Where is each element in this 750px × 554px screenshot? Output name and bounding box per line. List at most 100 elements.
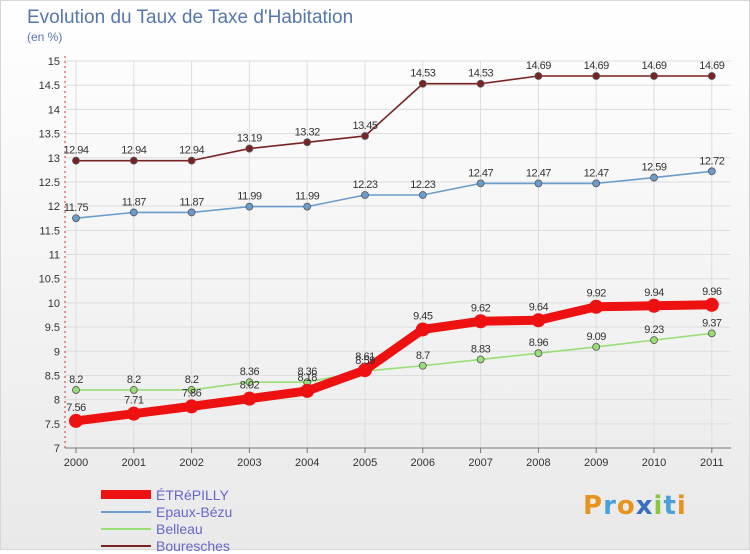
data-point-e-tre-pilly [473,314,488,329]
data-label: 7.86 [182,387,202,399]
data-point-epaux-be-zu [650,173,658,182]
data-label: 14.69 [584,60,609,72]
data-point-bouresches [592,72,601,80]
data-label: 8.61 [355,351,375,363]
y-tick-label: 8.5 [45,370,60,382]
data-point-bouresches [418,79,427,88]
data-point-bouresches [129,156,138,165]
legend-label: Bouresches [156,537,230,554]
data-label: 12.94 [63,145,88,157]
y-tick-label: 12 [48,201,60,213]
data-point-epaux-be-zu [187,208,196,217]
data-label: 8.02 [240,380,260,392]
x-tick-label: 2003 [237,457,261,469]
data-point-belleau [592,342,601,351]
data-point-belleau [187,386,196,394]
data-point-belleau [534,349,543,358]
logo-letter: o [616,491,636,521]
data-label: 13.19 [237,133,262,145]
data-point-epaux-be-zu [303,202,312,211]
y-tick-label: 13.5 [39,129,60,141]
x-tick-label: 2008 [526,457,550,469]
legend-label: Epaux-Bézu [156,503,233,520]
data-label: 7.56 [66,402,86,414]
legend-label: Belleau [156,520,203,537]
data-label: 9.09 [586,331,606,343]
x-tick-label: 2005 [353,457,377,469]
legend-swatch [101,510,151,513]
data-label: 11.87 [179,196,204,208]
chart-legend: ÉTRéPILLY Epaux-Bézu Belleau Bouresches [101,486,232,554]
data-label: 7.71 [124,395,144,407]
data-point-epaux-be-zu [245,202,254,211]
data-point-epaux-be-zu [361,191,369,199]
data-point-bouresches [361,132,369,140]
x-tick-label: 2009 [584,457,608,469]
data-label: 12.72 [699,155,724,167]
data-label: 11.75 [64,202,89,214]
data-point-belleau [476,355,485,364]
x-tick-label: 2000 [64,457,88,469]
x-tick-label: 2007 [468,457,492,469]
data-label: 12.94 [121,145,146,157]
legend-swatch [101,490,151,499]
data-point-e-tre-pilly [704,297,719,312]
y-tick-label: 9 [54,346,60,358]
data-label: 12.94 [179,145,204,157]
y-tick-label: 11.5 [39,225,60,237]
data-label: 12.59 [641,162,666,174]
data-point-belleau [245,378,254,387]
data-label: 9.96 [702,286,722,298]
data-label: 9.92 [586,288,606,300]
logo-letter: i [653,491,664,521]
y-tick-label: 10.5 [39,274,60,286]
chart-subtitle: (en %) [27,30,63,44]
y-tick-label: 7.5 [45,419,60,431]
data-label: 8.2 [69,374,83,386]
data-label: 11.99 [237,191,262,203]
x-tick-label: 2002 [179,457,203,469]
legend-item: ÉTRéPILLY [101,486,232,503]
data-point-e-tre-pilly [589,299,604,314]
data-label: 9.45 [413,310,433,322]
data-point-bouresches [534,72,543,80]
x-tick-label: 2004 [295,457,319,469]
data-point-e-tre-pilly [531,313,546,328]
data-point-e-tre-pilly [184,399,199,414]
data-label: 12.23 [410,179,435,191]
data-label: 9.62 [471,302,491,314]
legend-label: ÉTRéPILLY [156,486,229,503]
data-label: 13.45 [352,120,377,132]
data-label: 14.53 [468,68,493,80]
data-point-e-tre-pilly [126,406,141,421]
data-label: 9.64 [529,301,549,313]
chart-title: Evolution du Taux de Taxe d'Habitation [27,7,354,28]
x-tick-label: 2010 [642,457,666,469]
data-point-epaux-be-zu [476,179,485,188]
data-label: 9.94 [644,287,664,299]
series-line-bouresches [75,75,713,162]
data-label: 9.37 [702,317,722,329]
data-label: 12.23 [352,179,377,191]
data-point-belleau [707,329,716,338]
data-point-e-tre-pilly [242,391,257,406]
legend-swatch [101,527,151,530]
data-point-epaux-be-zu [707,167,716,176]
data-point-e-tre-pilly [358,363,372,378]
data-label: 14.53 [410,68,435,80]
data-label: 12.47 [468,167,493,179]
data-point-e-tre-pilly [415,322,430,337]
x-tick-label: 2006 [411,457,435,469]
legend-swatch [101,544,151,547]
x-tick-label: 2011 [700,457,724,469]
logo-letter: P [583,491,604,521]
data-point-bouresches [707,72,716,80]
data-point-bouresches [245,144,254,153]
legend-item: Epaux-Bézu [101,503,232,520]
y-tick-label: 10 [48,298,60,310]
y-tick-label: 15 [48,56,60,68]
data-label: 9.23 [644,324,664,336]
data-label: 11.99 [295,191,320,203]
